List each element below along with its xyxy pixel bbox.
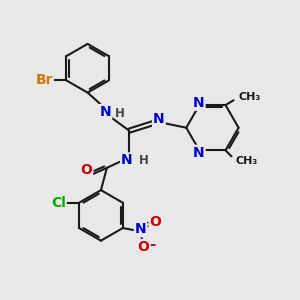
Text: CH₃: CH₃ [239, 92, 261, 102]
Text: -: - [149, 236, 156, 251]
Text: Br: Br [35, 74, 53, 88]
Text: CH₃: CH₃ [235, 156, 257, 166]
Text: +: + [146, 218, 154, 228]
Text: Cl: Cl [51, 196, 66, 210]
Text: N: N [121, 153, 133, 167]
Text: O: O [137, 240, 149, 254]
Text: N: N [193, 96, 205, 110]
Text: N: N [135, 222, 146, 236]
Text: O: O [150, 215, 161, 229]
Text: N: N [153, 112, 165, 126]
Text: H: H [115, 107, 125, 120]
Text: O: O [80, 163, 92, 177]
Text: N: N [193, 146, 205, 160]
Text: H: H [139, 154, 148, 167]
Text: N: N [100, 105, 111, 119]
